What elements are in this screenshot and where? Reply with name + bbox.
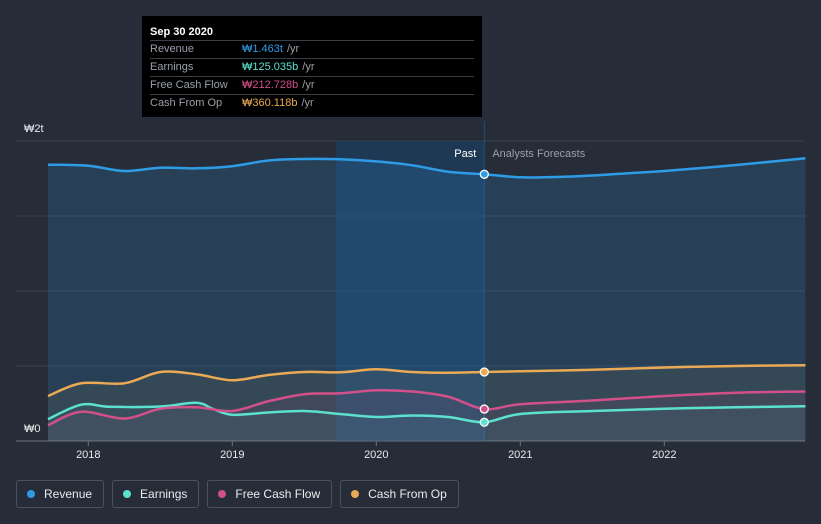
past-label: Past <box>454 148 476 160</box>
hover-markers <box>479 169 489 427</box>
line-free-cash-flow <box>47 388 806 427</box>
tooltip-value: ₩360.118b <box>242 97 298 109</box>
x-tick-label: 2018 <box>76 449 100 461</box>
tooltip-label: Cash From Op <box>150 97 223 109</box>
series-lines <box>47 157 806 427</box>
series-areas <box>48 158 806 441</box>
tooltip-label: Free Cash Flow <box>150 79 228 91</box>
legend-item-cash-from-op[interactable]: Cash From Op <box>340 480 459 508</box>
tooltip-row-cash-from-op: Cash From Op ₩360.118b /yr <box>150 94 474 112</box>
legend-dot-icon <box>351 490 360 498</box>
legend-item-earnings[interactable]: Earnings <box>112 480 200 508</box>
tooltip-unit: /yr <box>301 97 314 109</box>
marker-cash-from-op <box>479 367 489 377</box>
legend-dot-icon <box>123 490 132 498</box>
forecast-label: Analysts Forecasts <box>492 148 585 160</box>
chart-legend: Revenue Earnings Free Cash Flow Cash Fro… <box>16 480 459 508</box>
line-cash-from-op <box>47 364 806 398</box>
area-revenue <box>48 158 806 441</box>
marker-free-cash-flow <box>479 404 489 414</box>
area-earnings <box>48 402 806 441</box>
tooltip-value: ₩125.035b <box>242 61 299 73</box>
chart-labels: Past Analysts Forecasts 2018 2019 2020 2021 20… <box>76 148 676 461</box>
legend-label: Revenue <box>44 487 93 501</box>
tooltip-unit: /yr <box>302 79 315 91</box>
marker-revenue <box>479 169 489 179</box>
tooltip-row-revenue: Revenue ₩1.463t /yr <box>150 40 474 58</box>
hover-tooltip: Sep 30 2020 Revenue ₩1.463t /yr Earnings… <box>142 16 482 117</box>
x-tick-label: 2020 <box>364 449 388 461</box>
marker-earnings <box>479 417 489 427</box>
tooltip-unit: /yr <box>302 61 315 73</box>
x-tick-label: 2019 <box>220 449 244 461</box>
tooltip-row-earnings: Earnings ₩125.035b /yr <box>150 58 474 76</box>
tooltip-label: Revenue <box>150 43 195 55</box>
line-earnings <box>47 401 806 424</box>
tooltip-row-free-cash-flow: Free Cash Flow ₩212.728b /yr <box>150 76 474 94</box>
legend-dot-icon <box>27 490 35 498</box>
y-tick-label-bottom: ₩0 <box>24 423 41 435</box>
legend-label: Cash From Op <box>368 487 447 501</box>
legend-item-revenue[interactable]: Revenue <box>16 480 105 508</box>
x-tick-label: 2022 <box>652 449 676 461</box>
legend-label: Free Cash Flow <box>235 487 321 501</box>
legend-label: Earnings <box>140 487 188 501</box>
tooltip-unit: /yr <box>286 43 300 55</box>
legend-dot-icon <box>218 490 227 498</box>
tooltip-value: ₩1.463t <box>242 43 283 55</box>
tooltip-label: Earnings <box>150 61 194 73</box>
tooltip-value: ₩212.728b <box>242 79 299 91</box>
area-cash-from-op <box>48 365 806 441</box>
legend-item-free-cash-flow[interactable]: Free Cash Flow <box>207 480 333 508</box>
x-tick-label: 2021 <box>508 449 532 461</box>
tooltip-date: Sep 30 2020 <box>150 26 213 38</box>
line-revenue <box>47 157 806 179</box>
y-tick-label-top: ₩2t <box>24 123 44 135</box>
